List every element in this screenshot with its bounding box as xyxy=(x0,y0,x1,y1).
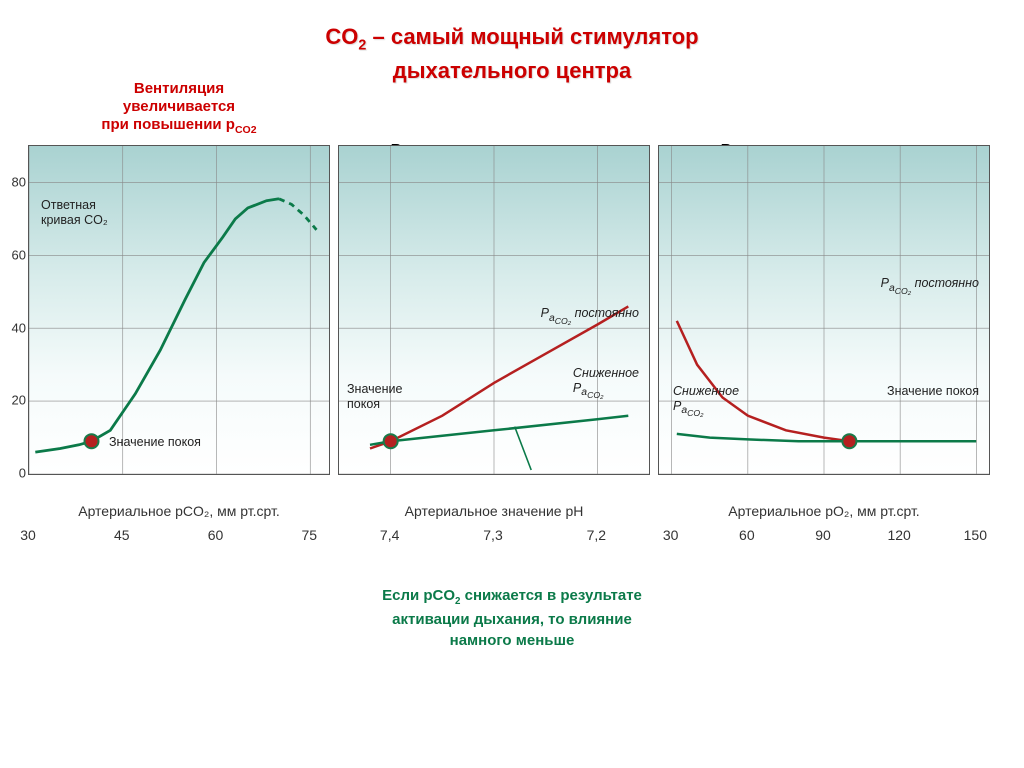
panel3-xlabel: Артериальное pO₂, мм рт.срт. xyxy=(658,503,990,519)
panel-ph: Вентиляция увеличиваетсяпри закислении к… xyxy=(338,145,650,525)
panel1-xlabel: Артериальное pCO₂, мм рт.срт. xyxy=(28,503,330,519)
panel2-rest-label: Значениепокоя xyxy=(347,382,402,411)
panel-co2: Вентиляция увеличивается при повышении p… xyxy=(28,145,330,525)
panel3-low-label: Сниженное PaCO₂ xyxy=(673,384,739,418)
panel2-const-label: PaCO₂ постоянно xyxy=(541,306,639,326)
panel2-xlabel: Артериальное значение pH xyxy=(338,503,650,519)
panel1-curve-label: Ответнаякривая CO₂ xyxy=(41,198,108,227)
panel1-svg xyxy=(29,146,329,474)
panel2-xticks: 7,47,37,2 xyxy=(338,527,650,549)
panel3-xticks: 306090120150 xyxy=(658,527,990,549)
panel3-rest-label: Значение покоя xyxy=(887,384,979,398)
panel3-plot: PaCO₂ постоянно Значение покоя Сниженное… xyxy=(658,145,990,475)
panel1-plot: Ответнаякривая CO₂ Значение покоя xyxy=(28,145,330,475)
panel1-xticks: 30456075 xyxy=(28,527,330,549)
panel1-rest-label: Значение покоя xyxy=(109,435,201,449)
panel1-yticks: 020406080 xyxy=(0,145,26,525)
footer-note: Если pCO2 снижается в результатеактиваци… xyxy=(0,585,1024,651)
panel2-low-label: Сниженное PaCO₂ xyxy=(573,366,639,400)
panel2-plot: PaCO₂ постоянно Сниженное PaCO₂ Значение… xyxy=(338,145,650,475)
panel-o2: Вентиляция увеличивается при снижении pO… xyxy=(658,145,990,525)
panel3-svg xyxy=(659,146,989,474)
panels-row: Вентиляция увеличивается при повышении p… xyxy=(0,145,1024,525)
page-title: CO2 – самый мощный стимулятор дыхательно… xyxy=(0,0,1024,85)
panel3-const-label: PaCO₂ постоянно xyxy=(881,276,979,296)
panel1-header: Вентиляция увеличивается при повышении p… xyxy=(28,80,330,137)
